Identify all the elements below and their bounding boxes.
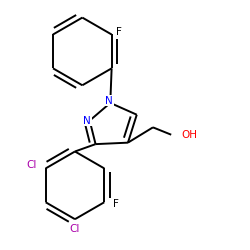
Text: N: N [84, 116, 91, 126]
Text: Cl: Cl [26, 160, 37, 170]
Text: OH: OH [181, 130, 197, 140]
Text: N: N [105, 96, 113, 106]
Text: F: F [116, 26, 122, 36]
Text: Cl: Cl [70, 224, 80, 234]
Text: F: F [113, 199, 119, 209]
